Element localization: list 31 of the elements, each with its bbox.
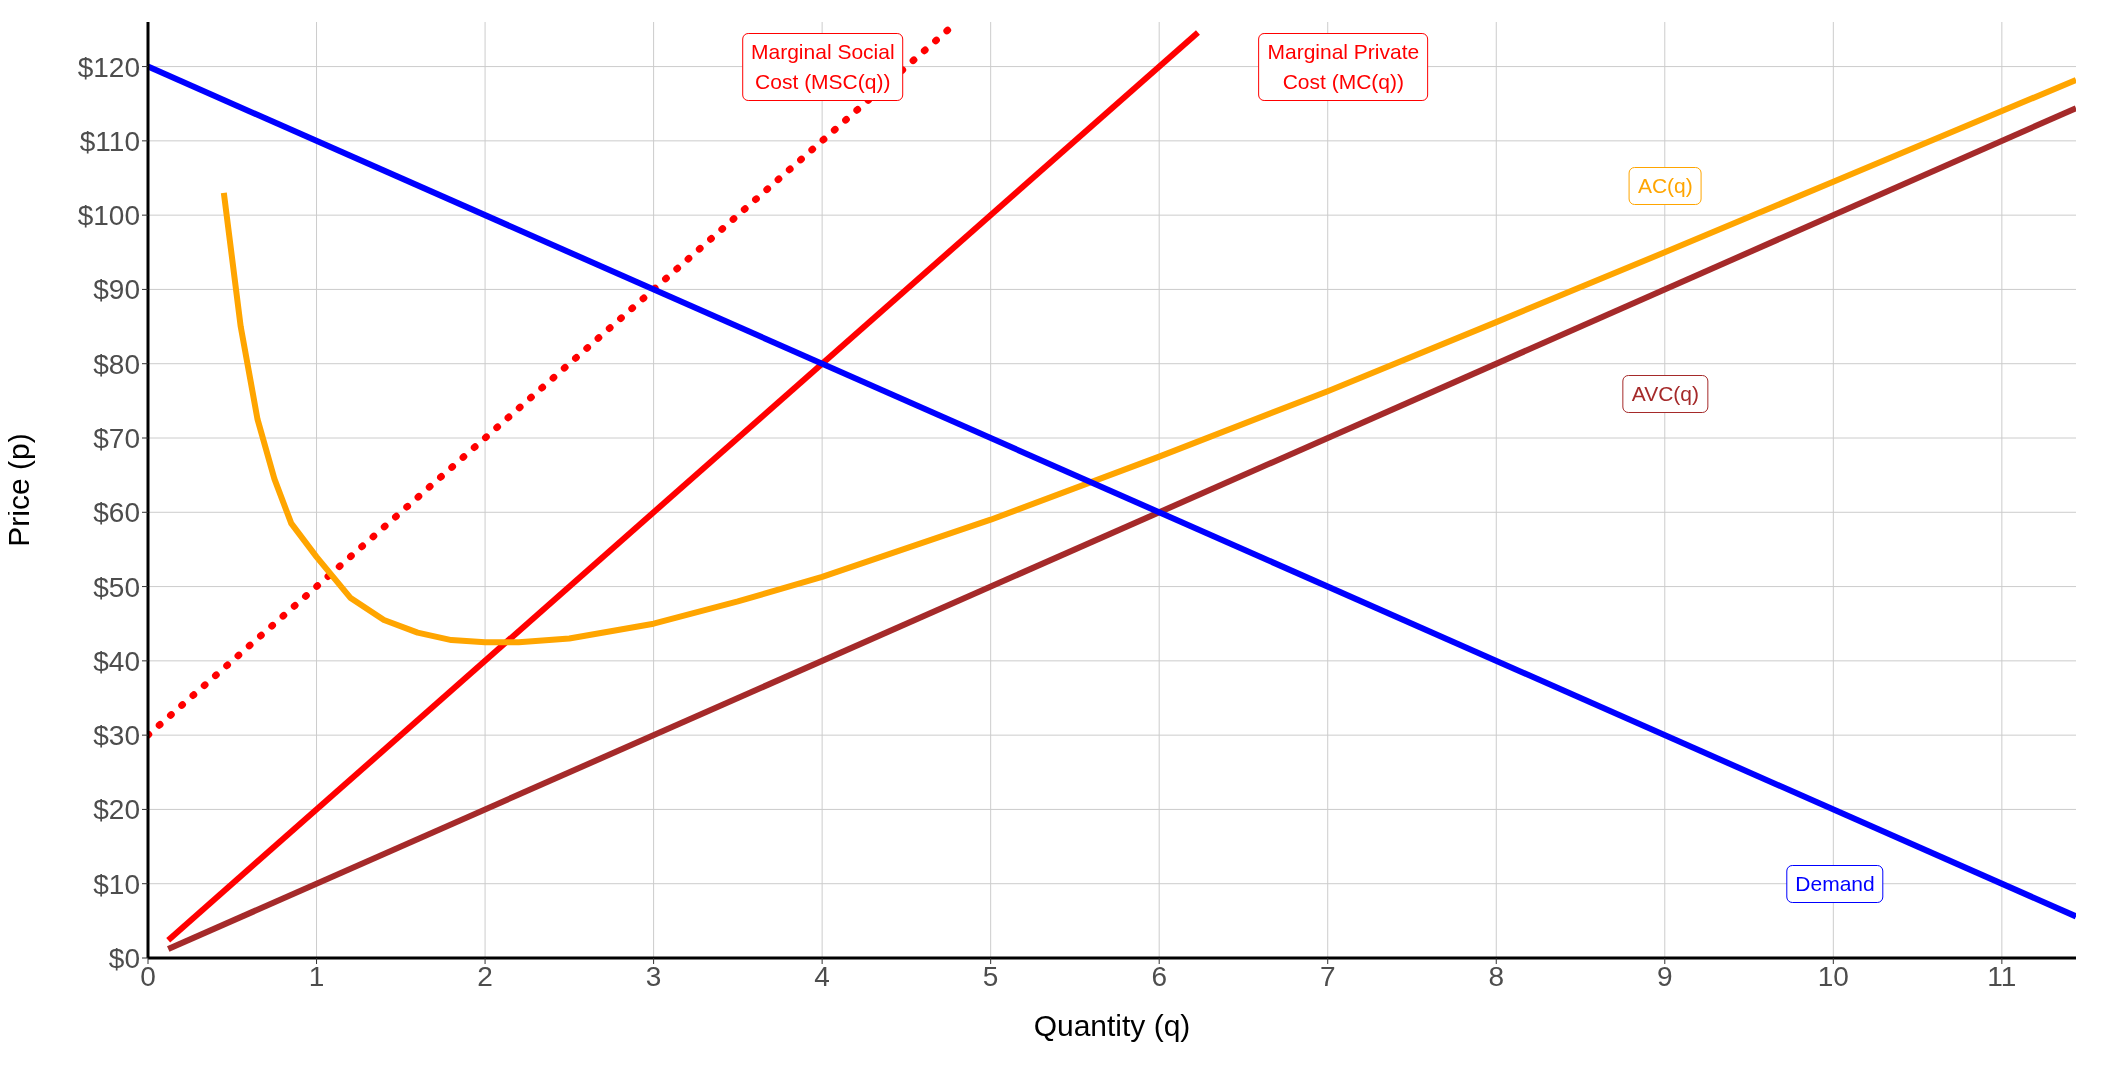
text: Marginal Private Cost (MC(q)): [1267, 38, 1420, 95]
y-tick-label: $80: [93, 348, 140, 380]
x-tick-label: 9: [1656, 960, 1673, 992]
x-tick-label: 1: [308, 960, 325, 992]
y-tick-label: $120: [77, 51, 140, 83]
x-tick-label: 7: [1319, 960, 1336, 992]
x-tick-label: 2: [477, 960, 493, 992]
series-label: Demand: [1795, 871, 1875, 898]
x-axis-title: Quantity (q): [1033, 1009, 1191, 1042]
x-tick-label: 6: [1151, 960, 1167, 992]
y-tick-label: $110: [79, 125, 140, 157]
y-tick-label: $50: [93, 571, 140, 603]
x-tick-label: 8: [1488, 960, 1505, 992]
text: AVC(q): [1631, 380, 1699, 407]
y-tick-label: $10: [93, 868, 140, 900]
x-tick-label: 5: [982, 960, 999, 992]
x-tick-label: 3: [645, 960, 662, 992]
y-tick-label: $0: [108, 942, 140, 974]
y-tick-label: $70: [93, 422, 140, 454]
y-tick-label: $100: [77, 200, 140, 232]
x-tick-label: 10: [1817, 960, 1849, 992]
y-tick-label: $30: [93, 720, 140, 752]
y-tick-label: $90: [93, 274, 140, 306]
series-label: AC(q): [1637, 172, 1693, 199]
y-tick-label: $60: [93, 497, 140, 529]
x-tick-label: 0: [140, 960, 156, 992]
x-tick-label: 4: [814, 960, 830, 992]
x-tick-label: 11: [1987, 960, 2017, 992]
y-tick-label: $20: [93, 794, 140, 826]
series-label: Marginal Social Cost (MSC(q)): [751, 38, 895, 95]
y-tick-label: $40: [93, 645, 140, 677]
